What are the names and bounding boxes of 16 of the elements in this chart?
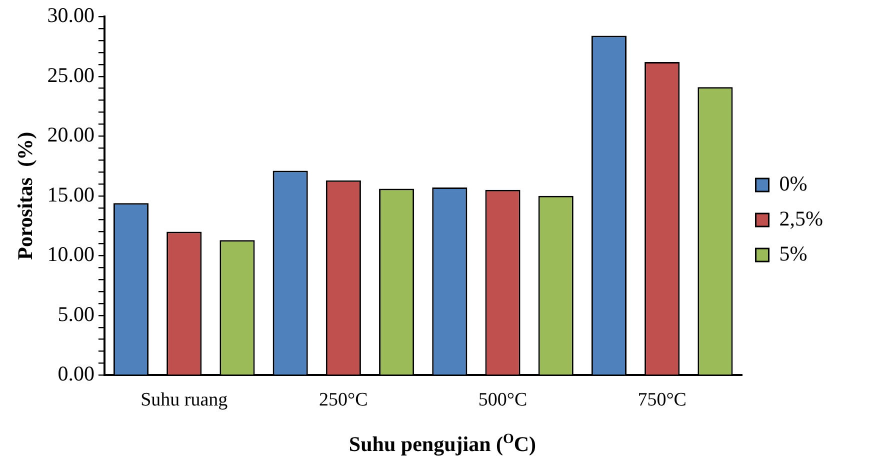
x-tick-label: Suhu ruang (140, 390, 228, 411)
x-axis-title: Suhu pengujian ($^{O}$C) (348, 432, 538, 457)
legend-label: 0% (779, 172, 808, 196)
y-tick-label: 20.00 (47, 122, 94, 147)
y-tick-label: 5.00 (58, 302, 94, 326)
x-tick-label: 250°C (319, 390, 368, 411)
x-tick-label: 750°C (638, 390, 686, 411)
y-tick-label: 0.00 (58, 362, 94, 386)
x-tick-label: 500°C (478, 390, 528, 411)
y-tick-label: 10.00 (47, 242, 94, 266)
legend-label: 2,5% (779, 206, 824, 231)
y-tick-label: 25.00 (47, 62, 94, 87)
y-tick-label: 30.00 (47, 3, 94, 28)
y-axis-title: Porositas (%) (13, 132, 38, 260)
y-tick-label: 15.00 (47, 182, 94, 206)
legend-label: 5% (779, 242, 808, 266)
